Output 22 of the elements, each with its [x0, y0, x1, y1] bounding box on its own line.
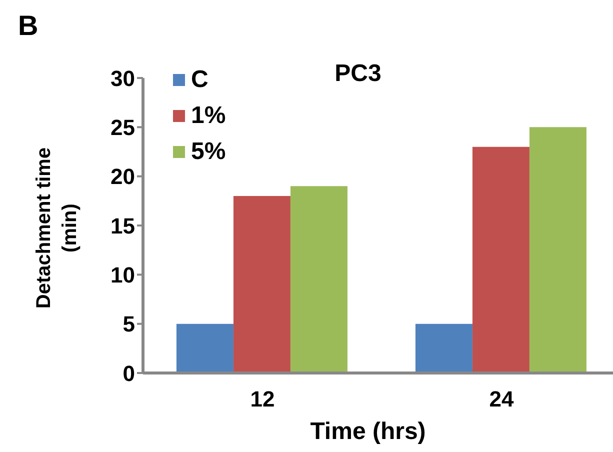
x-tick-label: 24	[489, 386, 514, 412]
bar	[472, 146, 530, 373]
x-axis-title: Time (hrs)	[309, 418, 427, 446]
bar	[415, 324, 472, 373]
bar	[233, 196, 290, 373]
x-tick-label: 12	[250, 386, 275, 412]
bar	[290, 186, 348, 373]
bar	[176, 324, 234, 373]
legend-label: 5%	[191, 137, 226, 167]
y-tick-label: 0	[122, 360, 135, 386]
y-axis-title: Detachment time (min)	[32, 146, 82, 311]
legend-label: C	[191, 65, 208, 95]
y-tick-label: 15	[110, 213, 135, 238]
chart-title: PC3	[334, 60, 382, 88]
text: B	[18, 10, 38, 42]
y-tick-label: 25	[110, 114, 135, 140]
y-tick-label: 20	[110, 164, 135, 190]
y-tick-label: 10	[110, 262, 135, 288]
bar	[529, 127, 586, 373]
y-tick-label: 30	[110, 66, 135, 91]
y-tick-label: 5	[122, 312, 135, 337]
legend-label: 1%	[191, 101, 226, 131]
